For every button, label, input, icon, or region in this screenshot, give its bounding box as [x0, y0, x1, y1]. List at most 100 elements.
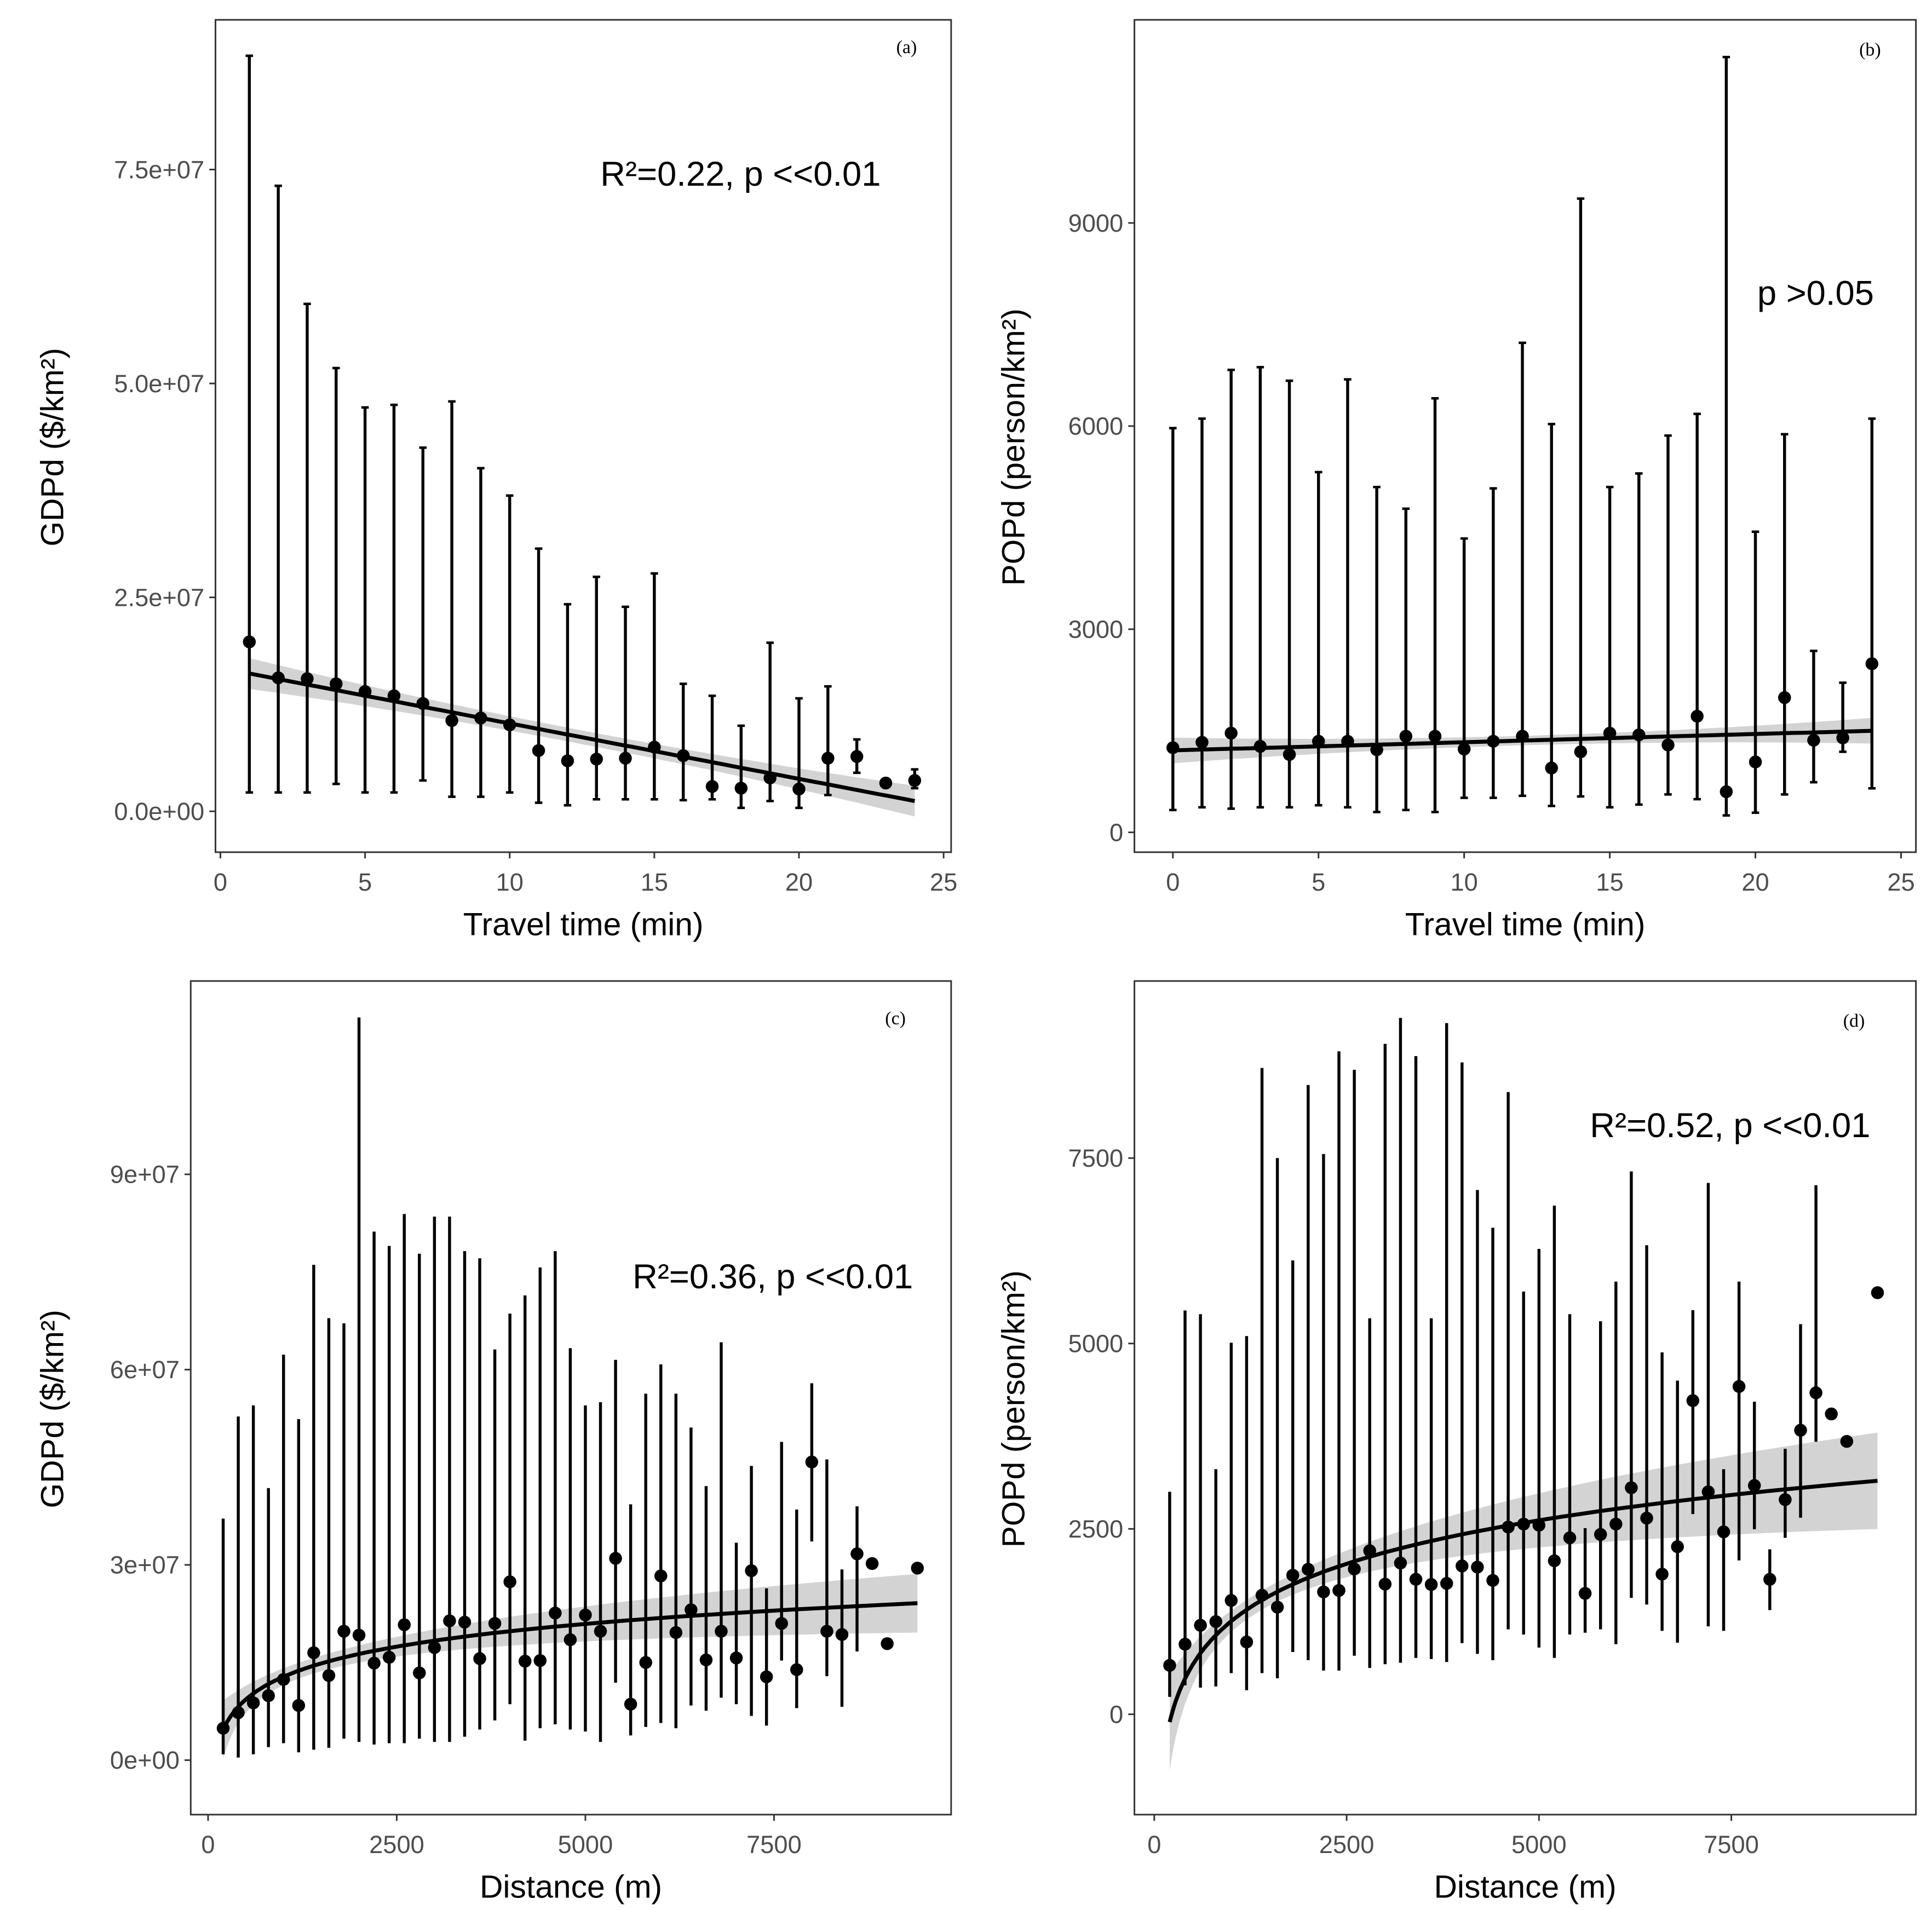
data-point: [1661, 738, 1675, 752]
data-point: [715, 1625, 728, 1638]
data-point: [1545, 761, 1558, 775]
data-point: [1270, 1601, 1284, 1614]
y-tick-label: 5000: [1068, 1330, 1124, 1358]
y-axis-title: POPd (person/km²): [996, 308, 1031, 586]
data-point: [1840, 1435, 1854, 1448]
data-point: [911, 1562, 924, 1575]
data-point: [307, 1646, 320, 1660]
data-point: [549, 1607, 562, 1620]
data-point: [1655, 1568, 1669, 1581]
data-point: [1312, 735, 1325, 748]
y-axis-title: POPd (person/km²): [996, 1270, 1031, 1547]
y-tick-label: 3000: [1068, 616, 1124, 644]
data-point: [1255, 1588, 1269, 1602]
data-point: [881, 1637, 894, 1650]
data-point: [1779, 1493, 1792, 1506]
stats-annotation: p >0.05: [1757, 274, 1874, 312]
data-point: [1195, 736, 1209, 749]
x-tick-label: 0: [201, 1831, 215, 1859]
data-point: [609, 1552, 622, 1565]
x-tick-label: 7500: [746, 1831, 802, 1859]
data-point: [579, 1608, 592, 1622]
y-axis-title: GDPd ($/km²): [34, 1310, 70, 1509]
data-point: [1578, 1587, 1592, 1600]
panel-a: 0.0e+00 2.5e+07 5.0e+07 7.5e+07 0 5 10 15 20 25 Tr…: [34, 19, 957, 942]
data-point: [1302, 1563, 1315, 1576]
x-tick-label: 7500: [1704, 1831, 1759, 1859]
data-point: [503, 718, 516, 732]
panel-c: 0e+00 3e+07 6e+07 9e+07 0 2500 5000 7500 Distanc…: [34, 980, 952, 1905]
data-point: [1224, 726, 1238, 740]
data-point: [398, 1618, 411, 1632]
data-point: [1720, 785, 1733, 799]
data-point: [458, 1615, 472, 1629]
data-point: [1456, 1559, 1469, 1573]
data-point: [1224, 1594, 1238, 1607]
data-point: [1440, 1576, 1453, 1590]
data-point: [533, 1654, 547, 1667]
data-point: [473, 1652, 486, 1665]
x-tick-label: 15: [641, 868, 668, 896]
data-point: [590, 753, 603, 766]
data-point: [518, 1655, 532, 1668]
data-point: [820, 1625, 833, 1638]
panel-label: (a): [896, 37, 917, 58]
y-tick-label: 6e+07: [110, 1356, 180, 1384]
confidence-band: [1170, 1432, 1878, 1770]
data-point: [1486, 1574, 1499, 1587]
data-point: [1516, 730, 1529, 743]
x-tick-label: 25: [930, 868, 957, 896]
data-point: [805, 1455, 819, 1469]
data-point: [387, 689, 401, 703]
data-point: [705, 780, 719, 793]
data-point: [503, 1575, 516, 1588]
data-point: [1394, 1556, 1407, 1570]
data-point: [1399, 730, 1413, 743]
x-tick-label: 10: [1450, 868, 1477, 896]
data-point: [734, 782, 748, 795]
data-point: [624, 1697, 637, 1711]
data-point: [669, 1626, 683, 1639]
data-point: [1424, 1578, 1438, 1591]
data-point: [1594, 1528, 1607, 1541]
data-point: [232, 1706, 245, 1719]
data-point: [1240, 1635, 1254, 1649]
x-tick-label: 5000: [1511, 1831, 1567, 1859]
y-tick-label: 2.5e+07: [114, 583, 204, 611]
y-tick-label: 9000: [1068, 209, 1124, 237]
data-point: [352, 1628, 366, 1642]
data-point: [1378, 1578, 1392, 1591]
data-point: [1517, 1517, 1530, 1531]
data-point: [1717, 1525, 1730, 1539]
data-point: [775, 1617, 788, 1630]
data-point: [1836, 731, 1849, 744]
fit-line: [249, 671, 916, 803]
data-point: [729, 1651, 743, 1665]
data-point: [1341, 735, 1354, 748]
data-point: [277, 1673, 290, 1686]
data-point: [1763, 1573, 1776, 1586]
x-tick-label: 0: [214, 868, 227, 896]
data-point: [301, 672, 314, 685]
data-point: [337, 1625, 350, 1638]
data-point: [850, 750, 864, 763]
x-axis-title: Distance (m): [1434, 1869, 1616, 1905]
data-point: [322, 1669, 336, 1682]
data-point: [292, 1699, 306, 1712]
data-point: [821, 752, 835, 765]
plot-frame: [189, 980, 952, 1816]
data-point: [1502, 1521, 1515, 1534]
data-point: [262, 1689, 275, 1702]
data-point: [1794, 1424, 1807, 1437]
y-tick-label: 9e+07: [110, 1161, 180, 1189]
data-point: [1548, 1554, 1561, 1568]
x-tick-label: 25: [1887, 868, 1914, 896]
y-tick-label: 5.0e+07: [114, 370, 204, 398]
data-point: [1809, 1386, 1822, 1399]
data-point: [1747, 1479, 1761, 1492]
data-point: [1574, 745, 1588, 759]
data-point: [1194, 1619, 1207, 1632]
data-point: [1871, 1286, 1884, 1299]
data-point: [1640, 1511, 1653, 1525]
